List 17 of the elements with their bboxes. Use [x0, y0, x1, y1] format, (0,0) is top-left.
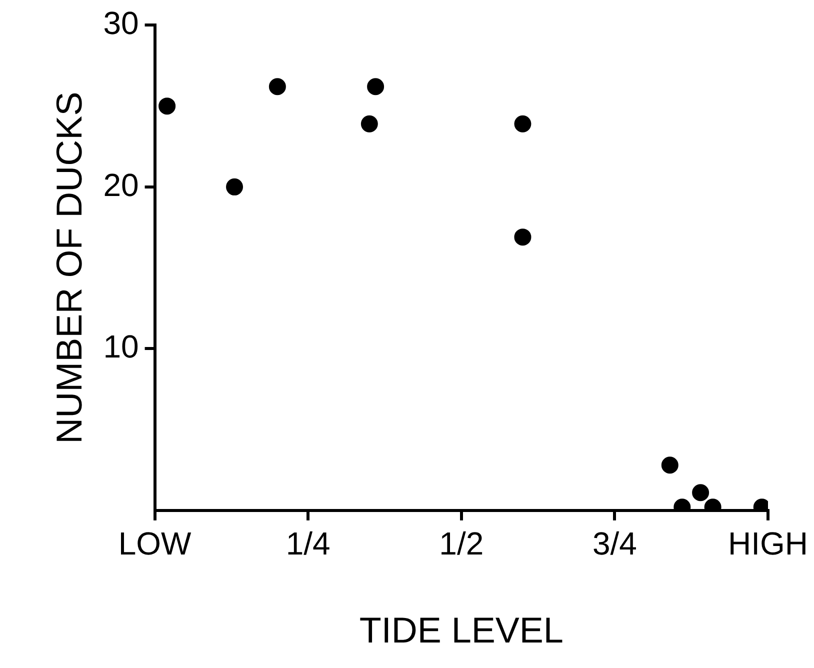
y-tick-label: 10	[103, 328, 139, 364]
x-tick-label: LOW	[118, 525, 192, 562]
x-axis-title: TIDE LEVEL	[359, 609, 564, 650]
point	[367, 78, 384, 96]
y-tick-label: 30	[103, 5, 139, 42]
y-axis-title: NUMBER OF DUCKS	[48, 92, 90, 444]
x-tick-label: 1/4	[286, 525, 330, 562]
point	[268, 78, 286, 96]
point	[360, 115, 378, 132]
y-tick-label: 20	[103, 166, 139, 203]
x-tick-label: 3/4	[592, 525, 637, 562]
point	[514, 115, 532, 132]
point	[158, 98, 176, 115]
x-tick-label: 1/2	[439, 525, 484, 562]
x-tick-label: HIGH	[728, 525, 808, 562]
point	[514, 228, 532, 246]
point	[226, 178, 244, 196]
